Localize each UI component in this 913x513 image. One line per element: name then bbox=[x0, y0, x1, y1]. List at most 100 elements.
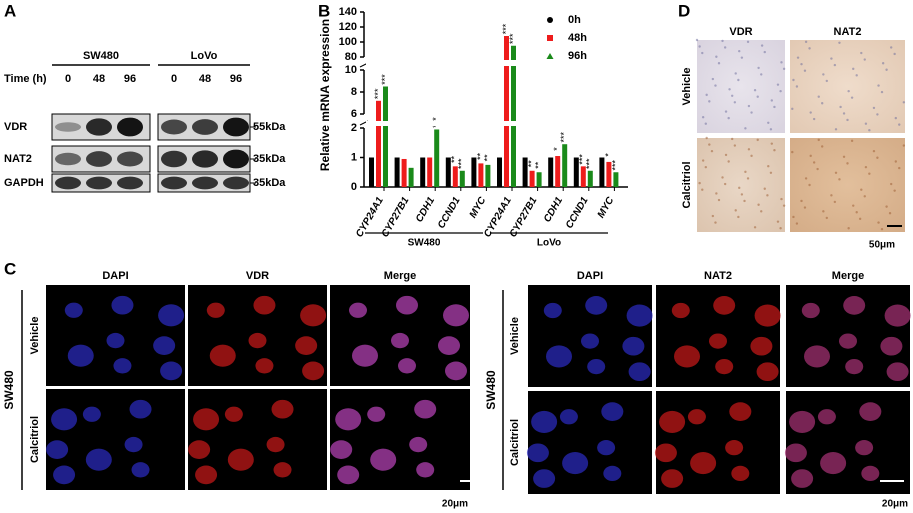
nucleus bbox=[776, 83, 780, 86]
nucleus bbox=[744, 170, 747, 174]
nucleus bbox=[852, 204, 855, 207]
nucleus bbox=[723, 182, 727, 186]
nucleus bbox=[864, 165, 868, 169]
significance: ** bbox=[450, 155, 460, 163]
cell bbox=[51, 408, 78, 431]
cell bbox=[562, 452, 589, 475]
blot-band bbox=[161, 119, 187, 135]
nucleus bbox=[822, 210, 825, 213]
cell bbox=[158, 304, 185, 327]
nucleus bbox=[863, 195, 866, 198]
blot-size-label: 35kDa bbox=[253, 153, 286, 165]
nucleus bbox=[880, 227, 884, 231]
nucleus bbox=[773, 105, 776, 109]
significance: *** bbox=[578, 154, 588, 165]
bar bbox=[485, 164, 491, 187]
significance: *** bbox=[610, 160, 620, 171]
cell bbox=[82, 406, 101, 422]
nucleus bbox=[902, 144, 906, 147]
nucleus bbox=[746, 177, 750, 180]
nucleus bbox=[803, 69, 807, 72]
nucleus bbox=[850, 139, 854, 143]
nucleus bbox=[816, 167, 819, 171]
y-tick-label: 100 bbox=[339, 36, 357, 48]
nucleus bbox=[724, 110, 728, 113]
blot-band bbox=[161, 150, 187, 168]
blot-band bbox=[192, 176, 218, 190]
nucleus bbox=[842, 155, 846, 158]
cell bbox=[409, 436, 428, 453]
cell bbox=[266, 436, 285, 453]
bar bbox=[580, 166, 586, 187]
bar bbox=[376, 100, 381, 187]
significance: *** bbox=[501, 23, 511, 34]
nucleus bbox=[763, 187, 766, 190]
bar bbox=[536, 172, 542, 187]
cell bbox=[861, 465, 880, 482]
nucleus bbox=[809, 111, 812, 114]
nucleus bbox=[780, 61, 783, 64]
nucleus bbox=[839, 105, 842, 109]
legend-marker bbox=[547, 17, 553, 23]
nucleus bbox=[753, 226, 757, 229]
nucleus bbox=[773, 149, 776, 152]
bar bbox=[504, 36, 509, 187]
cell bbox=[129, 399, 152, 419]
cell bbox=[124, 436, 143, 453]
y-tick-label: 6 bbox=[351, 108, 357, 120]
bar bbox=[434, 129, 440, 187]
blot-band bbox=[223, 176, 249, 190]
x-tick-label: CCND1 bbox=[564, 195, 591, 231]
ihc-image bbox=[790, 40, 905, 133]
column-header: NAT2 bbox=[704, 270, 732, 282]
nucleus bbox=[834, 171, 838, 174]
ihc-image bbox=[697, 138, 785, 232]
cell bbox=[725, 440, 744, 456]
significance: ** bbox=[533, 161, 543, 169]
nucleus bbox=[740, 193, 744, 196]
blot-row-label: NAT2 bbox=[4, 153, 32, 165]
nucleus bbox=[731, 137, 734, 141]
nucleus bbox=[833, 200, 837, 204]
nucleus bbox=[800, 62, 803, 66]
nucleus bbox=[738, 49, 741, 53]
time-label: Time (h) bbox=[4, 73, 47, 85]
nucleus bbox=[715, 192, 718, 195]
cell bbox=[756, 362, 779, 382]
nucleus bbox=[808, 47, 811, 50]
bar bbox=[613, 172, 619, 187]
nucleus bbox=[721, 176, 724, 179]
cell bbox=[224, 406, 243, 422]
cell bbox=[414, 399, 437, 419]
nucleus bbox=[760, 210, 763, 213]
blot-band bbox=[161, 176, 187, 190]
time-label: 48 bbox=[199, 73, 211, 85]
cell bbox=[585, 296, 608, 315]
bar bbox=[529, 170, 535, 187]
row-label: Vehicle bbox=[509, 317, 521, 355]
nucleus bbox=[888, 212, 892, 215]
legend-label: 0h bbox=[568, 14, 581, 26]
nucleus bbox=[876, 113, 879, 116]
blot-band bbox=[117, 117, 143, 137]
x-tick-label: MYC bbox=[596, 195, 617, 220]
nucleus bbox=[808, 183, 811, 187]
cell bbox=[367, 406, 386, 422]
significance: ** bbox=[526, 160, 536, 168]
nucleus bbox=[855, 211, 858, 214]
nucleus bbox=[782, 204, 786, 207]
cell bbox=[302, 361, 325, 381]
column-header: Merge bbox=[384, 270, 416, 282]
nucleus bbox=[852, 67, 855, 71]
bar bbox=[573, 157, 579, 187]
cell bbox=[674, 345, 700, 368]
significance: * bbox=[603, 153, 613, 157]
nucleus bbox=[705, 136, 708, 140]
nucleus bbox=[846, 162, 849, 165]
cell bbox=[597, 440, 616, 456]
cell bbox=[111, 295, 134, 315]
nucleus bbox=[750, 111, 753, 114]
panel-letter: B bbox=[318, 1, 330, 20]
time-label: 96 bbox=[124, 73, 136, 85]
